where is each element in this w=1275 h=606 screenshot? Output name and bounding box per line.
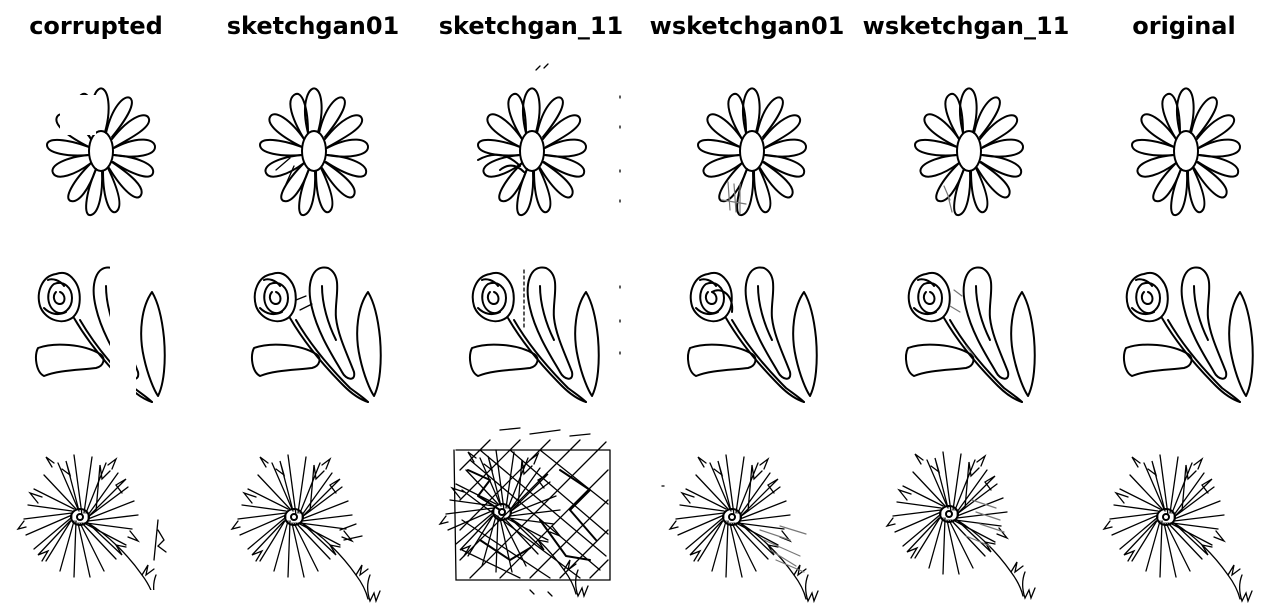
tile-wsketchgan_11-daisy: [914, 87, 1024, 217]
column-title-sketchgan_11: sketchgan_11: [438, 12, 624, 40]
tile-corrupted-spiky: [17, 454, 167, 590]
tile-original-rose: [1123, 266, 1254, 403]
column-title-wsketchgan_11: wsketchgan_11: [862, 12, 1070, 40]
tile-wsketchgan01-spiky: [661, 454, 819, 602]
tile-wsketchgan_11-rose: [905, 266, 1036, 403]
column-title-wsketchgan01: wsketchgan01: [649, 12, 845, 40]
column-title-corrupted: corrupted: [29, 12, 163, 40]
tile-sketchgan_11-daisy: [477, 63, 621, 217]
tile-corrupted-daisy: [46, 87, 156, 217]
tile-wsketchgan01-daisy: [697, 87, 807, 217]
tile-sketchgan01-daisy: [259, 87, 369, 217]
tile-sketchgan_11-rose: [469, 266, 621, 403]
tile-sketchgan_11-spiky: [439, 427, 611, 597]
column-title-sketchgan01: sketchgan01: [226, 12, 400, 40]
tile-wsketchgan01-rose: [687, 266, 818, 403]
tile-wsketchgan_11-spiky: [886, 451, 1036, 599]
tile-corrupted-rose: [35, 266, 166, 403]
column-title-original: original: [1132, 12, 1236, 40]
tile-sketchgan01-spiky: [231, 454, 381, 602]
tile-sketchgan01-rose: [251, 266, 382, 403]
tile-original-daisy: [1131, 87, 1241, 217]
tile-original-spiky: [1103, 454, 1253, 602]
